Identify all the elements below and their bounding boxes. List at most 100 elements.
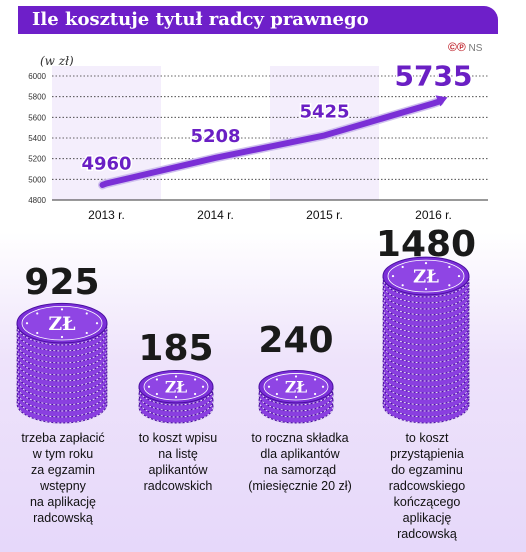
- coin-stack-925: ZŁ: [16, 302, 108, 424]
- coin-edge-pattern: [382, 290, 470, 310]
- data-point: [213, 155, 218, 160]
- coin-edge-pattern: [382, 356, 470, 376]
- coin-edge-pattern: [382, 314, 470, 334]
- page-title: Ile kosztuje tytuł radcy prawnego: [32, 9, 369, 30]
- coin-edge-pattern: [382, 332, 470, 352]
- coin-dot: [60, 335, 64, 339]
- coin-edge-pattern: [382, 362, 470, 382]
- amount-925: 925: [24, 262, 100, 303]
- coin-edge-pattern: [382, 344, 470, 364]
- amount-240: 240: [258, 320, 334, 361]
- coin-dot: [147, 385, 151, 388]
- coin-edge-pattern: [16, 397, 108, 418]
- coin-edge-pattern: [16, 349, 108, 370]
- coin-edge-pattern: [16, 373, 108, 394]
- description-240: to roczna składka dla aplikantów na samo…: [248, 431, 352, 493]
- coin-dot: [424, 262, 428, 265]
- description-1480: to koszt przystąpienia do egzaminu radco…: [388, 431, 466, 541]
- description-925: trzeba zapłacić w tym roku za egzamin ws…: [21, 431, 105, 525]
- coin-edge-pattern: [382, 368, 470, 388]
- coin-edge-pattern: [382, 278, 470, 298]
- coin-edge-pattern: [16, 367, 108, 388]
- coin-edge-pattern: [382, 308, 470, 328]
- coin-edge-pattern: [16, 343, 108, 364]
- coin-edge-pattern: [382, 404, 470, 424]
- publisher-mark: NS: [468, 43, 483, 54]
- unit-label: (w zł): [40, 54, 74, 68]
- coin-dot: [174, 375, 178, 378]
- y-tick-label: 5000: [28, 175, 46, 184]
- coin-dot: [401, 265, 404, 269]
- x-tick-label: 2014 r.: [197, 208, 234, 222]
- arrow-head: [435, 95, 448, 107]
- data-point: [322, 133, 327, 138]
- coin-dot: [85, 331, 88, 335]
- coin-dot: [155, 392, 159, 396]
- y-tick-label: 4800: [28, 196, 46, 205]
- coin-edge-pattern: [382, 392, 470, 412]
- coin-dot: [155, 378, 159, 381]
- coin-stack-1480: ZŁ: [382, 256, 470, 424]
- publisher-badge: ©℗ NS: [448, 40, 482, 54]
- coin-edge-pattern: [16, 403, 108, 424]
- coin-rim: [387, 259, 465, 293]
- coin-dot: [36, 331, 39, 335]
- data-label: 5425: [299, 101, 349, 122]
- coin-edge-pattern: [16, 355, 108, 376]
- coin-dot: [448, 284, 451, 287]
- line-chart: 6000 5800 5600 5400 5200 5000 4800 2013 r. 2014 …: [28, 58, 488, 222]
- coin-dot: [424, 287, 428, 291]
- coin-dot: [25, 322, 29, 325]
- column-band: [379, 66, 488, 200]
- coin-dot: [294, 375, 298, 378]
- coin-edge-pattern: [16, 379, 108, 400]
- coin-edge-pattern: [16, 385, 108, 406]
- copyright-icon: ©: [448, 40, 457, 54]
- coin-dot: [85, 312, 88, 315]
- amount-1480: 1480: [375, 224, 477, 265]
- coin-symbol: ZŁ: [165, 377, 187, 396]
- coin-stack-185: ZŁ: [138, 369, 214, 424]
- coin-edge-pattern: [382, 398, 470, 418]
- y-tick-label: 5600: [28, 113, 46, 122]
- description-185: to koszt wpisu na listę aplikantów radco…: [138, 431, 218, 493]
- coin-dot: [391, 274, 395, 278]
- amount-185: 185: [138, 328, 214, 369]
- coin-dot: [60, 308, 64, 311]
- coin-dot: [174, 395, 178, 399]
- coin-dot: [448, 265, 451, 269]
- coin-edge-pattern: [382, 380, 470, 400]
- coin-symbol: ZŁ: [48, 313, 75, 335]
- coin-symbol: ZŁ: [413, 267, 439, 288]
- y-tick-label: 5800: [28, 93, 46, 102]
- coin-dot: [294, 395, 298, 399]
- coin-edge-pattern: [382, 284, 470, 304]
- coin-edge-pattern: [382, 350, 470, 370]
- coin-edge-pattern: [16, 361, 108, 382]
- coin-dot: [321, 385, 325, 388]
- coin-dot: [201, 385, 205, 388]
- coin-dot: [313, 392, 317, 396]
- coin-dot: [193, 392, 197, 396]
- y-tick-label: 6000: [28, 72, 46, 81]
- coin-dot: [275, 378, 279, 381]
- coin-rim: [263, 373, 329, 401]
- coin-rim: [21, 306, 103, 341]
- coin-edge-pattern: [382, 302, 470, 322]
- data-point: [104, 181, 109, 186]
- coin-stack-240: ZŁ: [258, 369, 334, 424]
- coin-edge-pattern: [382, 338, 470, 358]
- coin-edge-pattern: [16, 331, 108, 352]
- coin-edge-pattern: [382, 374, 470, 394]
- data-label: 5735: [395, 59, 473, 92]
- coin-dot: [457, 274, 461, 278]
- coin-edge-pattern: [16, 325, 108, 346]
- y-tick-label: 5200: [28, 155, 46, 164]
- column-band: [161, 66, 270, 200]
- data-label: 4960: [81, 153, 131, 174]
- coin-rim: [143, 373, 209, 401]
- data-point: [431, 101, 436, 106]
- x-tick-label: 2015 r.: [306, 208, 343, 222]
- coin-dot: [313, 378, 317, 381]
- coin-edge-pattern: [382, 320, 470, 340]
